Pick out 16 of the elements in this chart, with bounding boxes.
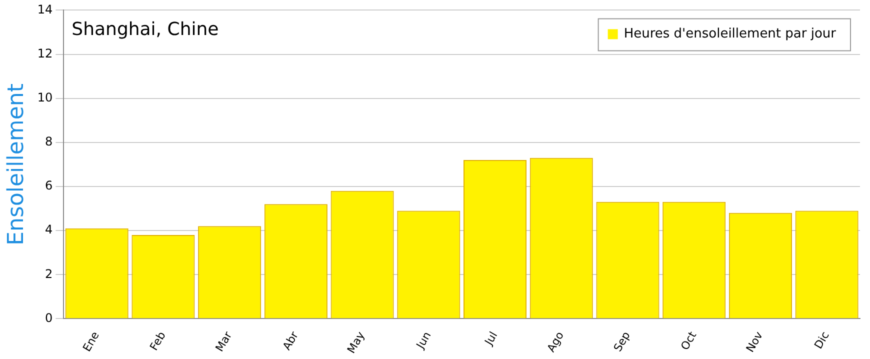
legend-label: Heures d'ensoleillement par jour xyxy=(624,26,837,42)
text: Shanghai, Chine xyxy=(72,18,219,40)
y-tick-label: 2 xyxy=(45,266,53,281)
y-axis-title: Ensoleillement xyxy=(4,83,29,246)
x-tick-label: Oct xyxy=(678,328,700,352)
y-tick-label: 12 xyxy=(37,46,53,60)
y-tick-label: 0 xyxy=(45,310,53,325)
y-tick-label: 6 xyxy=(45,178,53,193)
x-tick-label: Dic xyxy=(812,329,832,352)
y-tick-label: 10 xyxy=(37,90,53,104)
x-tick-label: Jul xyxy=(482,329,500,348)
x-tick-label: Feb xyxy=(147,329,168,353)
y-tick-label: 14 xyxy=(37,2,53,16)
y-tick-label: 8 xyxy=(45,134,53,149)
y-tick-label: 4 xyxy=(45,222,53,237)
x-tick-label: Jun xyxy=(413,329,434,352)
